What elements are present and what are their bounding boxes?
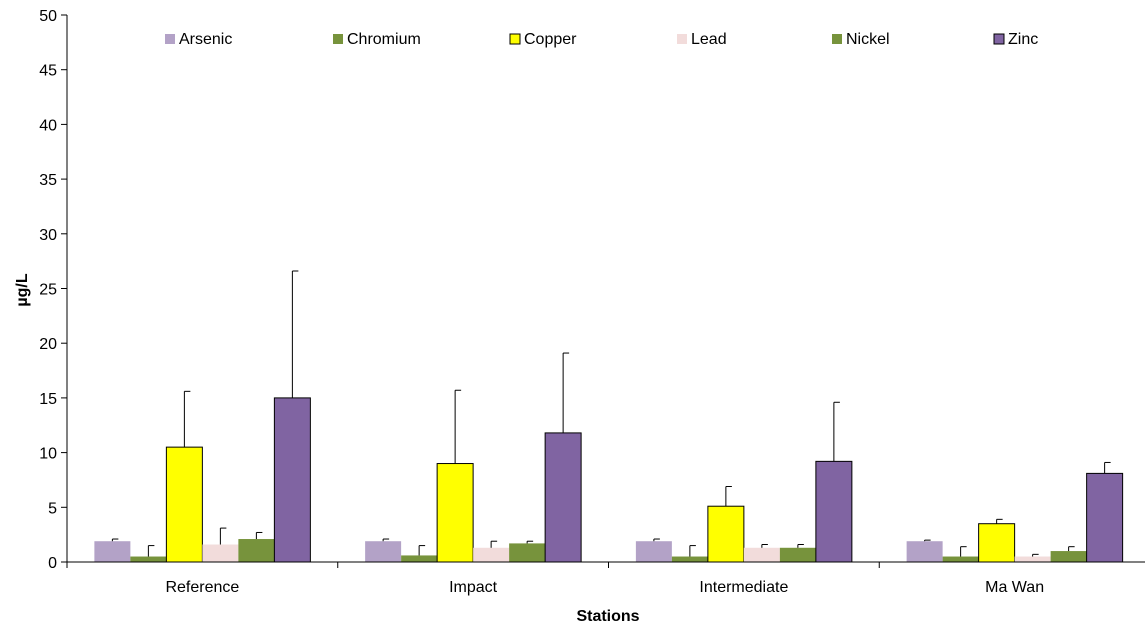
legend: Arsenic Chromium Copper Lead Nickel Zinc xyxy=(165,31,1038,48)
bar-nickel xyxy=(509,543,546,562)
x-tick-label: Intermediate xyxy=(699,579,788,596)
error-bars xyxy=(111,270,1111,557)
legend-swatch-copper xyxy=(509,33,521,45)
bar-zinc xyxy=(273,397,311,563)
bar-chromium xyxy=(942,556,979,562)
axes: 0 5 10 15 20 25 30 35 40 45 50 Reference Impact Inter… xyxy=(39,8,1145,596)
x-tick-label: Ma Wan xyxy=(985,579,1044,596)
bar-zinc xyxy=(815,460,853,563)
bar-lead xyxy=(1014,556,1051,562)
legend-swatch-zinc xyxy=(993,33,1005,45)
bars xyxy=(94,397,1124,563)
legend-swatch-lead xyxy=(677,34,687,44)
x-tick-label: Reference xyxy=(165,579,239,596)
bar-chromium xyxy=(401,555,438,562)
bar-arsenic xyxy=(906,541,943,562)
bar-arsenic xyxy=(635,541,672,562)
y-tick-label: 45 xyxy=(39,63,57,80)
bar-lead xyxy=(473,547,510,562)
bar-copper xyxy=(436,463,474,563)
x-tick-label: Impact xyxy=(449,579,498,596)
x-axis-title: Stations xyxy=(576,608,639,625)
legend-label-zinc: Zinc xyxy=(1008,31,1038,48)
bar-nickel xyxy=(779,547,816,562)
legend-label-chromium: Chromium xyxy=(347,31,421,48)
y-tick-label: 40 xyxy=(39,117,57,134)
legend-label-nickel: Nickel xyxy=(846,31,890,48)
legend-label-arsenic: Arsenic xyxy=(179,31,232,48)
bar-copper xyxy=(978,523,1016,563)
y-tick-label: 25 xyxy=(39,282,57,299)
bar-arsenic xyxy=(365,541,402,562)
bar-copper xyxy=(707,505,745,563)
y-tick-label: 15 xyxy=(39,391,57,408)
bar-zinc xyxy=(544,432,582,563)
bar-arsenic xyxy=(94,541,131,562)
y-tick-label: 50 xyxy=(39,8,57,25)
y-tick-label: 0 xyxy=(48,555,57,572)
bar-lead xyxy=(743,547,780,562)
bar-lead xyxy=(202,544,239,562)
bar-nickel xyxy=(1050,551,1087,562)
bar-chromium xyxy=(671,556,708,562)
y-tick-label: 5 xyxy=(48,500,57,517)
bar-copper xyxy=(165,446,203,563)
legend-swatch-chromium xyxy=(333,34,343,44)
legend-label-copper: Copper xyxy=(524,31,577,48)
bar-chromium xyxy=(130,556,167,562)
legend-swatch-arsenic xyxy=(165,34,175,44)
bar-zinc xyxy=(1086,472,1124,563)
y-tick-label: 10 xyxy=(39,446,57,463)
y-axis-title: µg/L xyxy=(14,273,31,306)
y-tick-label: 30 xyxy=(39,227,57,244)
y-tick-label: 35 xyxy=(39,172,57,189)
y-tick-label: 20 xyxy=(39,336,57,353)
bar-nickel xyxy=(238,539,275,562)
legend-label-lead: Lead xyxy=(691,31,727,48)
legend-swatch-nickel xyxy=(832,34,842,44)
